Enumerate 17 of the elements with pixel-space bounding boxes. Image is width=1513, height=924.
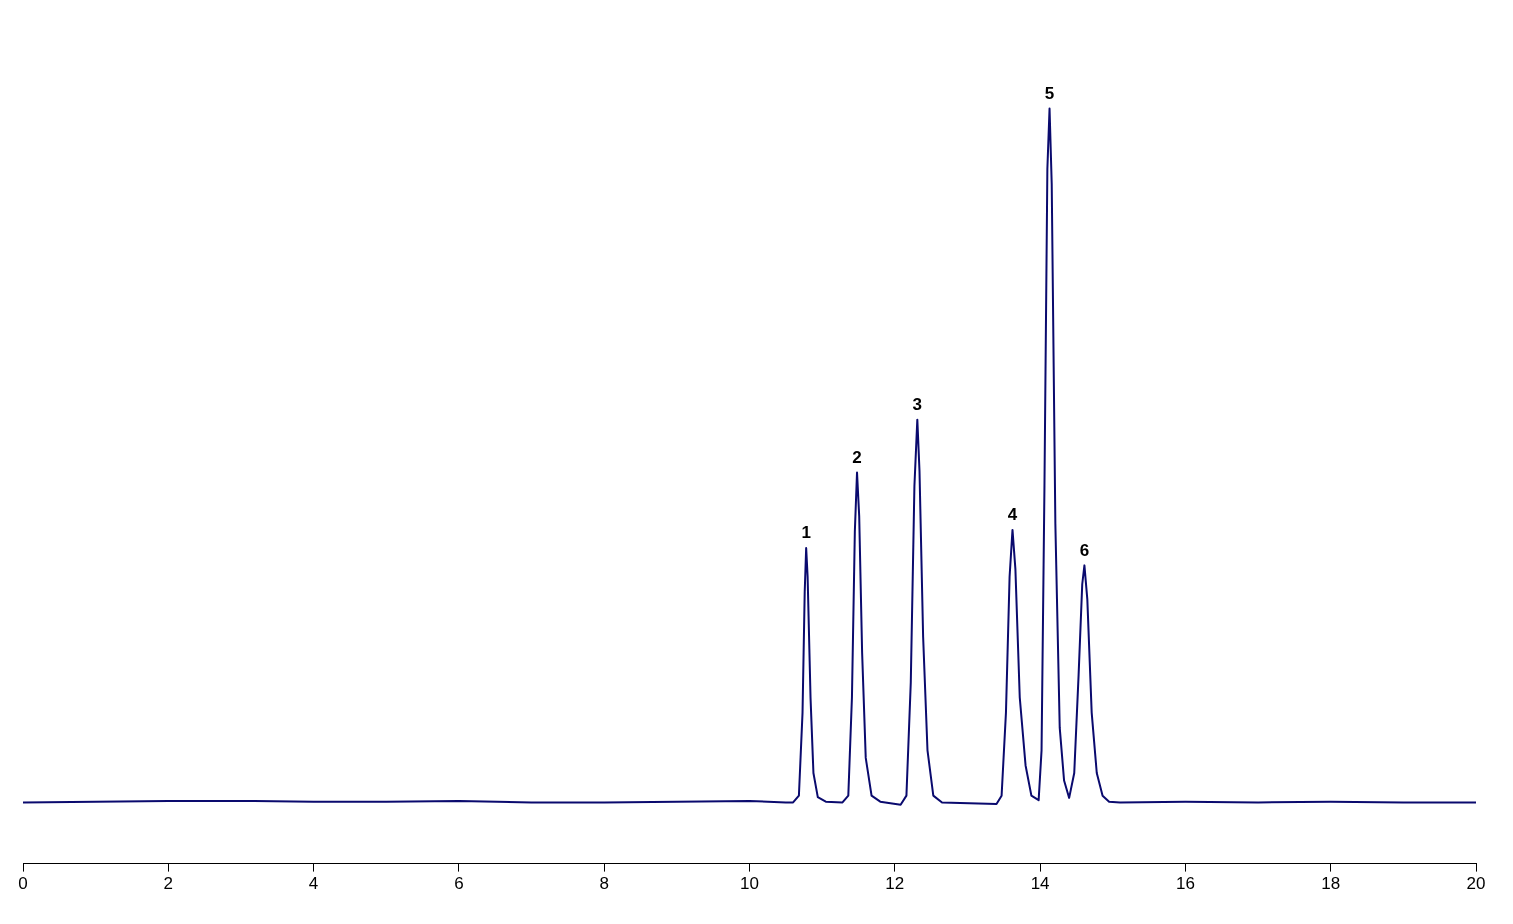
x-tick-label: 2 [163, 874, 174, 894]
x-tick-label: 18 [1321, 874, 1341, 894]
annotation: 5 [1044, 83, 1055, 103]
x-tick-label: 0 [18, 874, 28, 894]
x-tick-label: 12 [885, 874, 905, 894]
annotation: 4 [1007, 505, 1018, 525]
x-tick-label: 14 [1030, 874, 1050, 894]
x-tick-label: 6 [454, 874, 464, 894]
x-tick-label: 4 [308, 874, 319, 894]
x-tick-label: 10 [740, 874, 759, 894]
annotation: 1 [801, 523, 811, 543]
annotation: 3 [912, 394, 923, 414]
x-tick-label: 8 [599, 874, 609, 894]
x-tick-label: 20 [1466, 874, 1486, 894]
annotation: 6 [1079, 540, 1090, 560]
annotation: 2 [852, 447, 862, 467]
x-tick-label: 16 [1175, 874, 1195, 894]
